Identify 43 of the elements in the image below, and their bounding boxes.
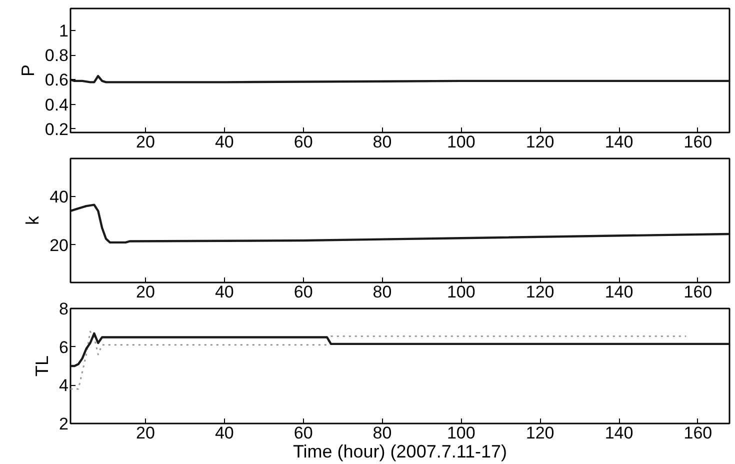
y-tick-label: 20 bbox=[50, 236, 69, 255]
x-tick-label: 80 bbox=[372, 424, 392, 442]
line-series bbox=[70, 74, 730, 84]
x-tick-label: 120 bbox=[526, 424, 554, 442]
y-tick-label: 1 bbox=[59, 22, 69, 41]
y-tick-label: 0.8 bbox=[44, 46, 69, 66]
x-tick-label: 160 bbox=[684, 424, 712, 442]
x-tick-label: 20 bbox=[136, 424, 155, 442]
y-tick-label: 0.6 bbox=[44, 70, 69, 90]
y-axis-title: TL bbox=[32, 355, 52, 377]
y-tick-label: 6 bbox=[59, 338, 69, 357]
y-axis-title: k bbox=[22, 215, 43, 225]
x-tick-label: 60 bbox=[294, 132, 313, 152]
x-tick-label: 80 bbox=[372, 282, 392, 302]
line-series bbox=[70, 332, 730, 368]
x-tick-label: 20 bbox=[136, 132, 155, 152]
x-tick-label: 100 bbox=[446, 282, 476, 302]
x-tick-label: 100 bbox=[446, 132, 476, 152]
x-tick-label: 160 bbox=[684, 282, 712, 302]
y-tick-label: 2 bbox=[59, 414, 69, 434]
x-tick-label: 40 bbox=[214, 132, 234, 152]
line-series bbox=[70, 204, 730, 244]
y-tick-label: 0.4 bbox=[44, 95, 69, 114]
x-tick-label: 160 bbox=[684, 132, 712, 152]
x-tick-label: 120 bbox=[526, 132, 554, 152]
x-tick-label: 40 bbox=[214, 282, 234, 302]
x-tick-label: 40 bbox=[214, 424, 234, 442]
y-tick-label: 8 bbox=[59, 300, 69, 318]
y-tick-label: 4 bbox=[59, 376, 69, 396]
x-tick-label: 60 bbox=[294, 282, 313, 302]
x-tick-label: 20 bbox=[136, 282, 155, 302]
x-tick-label: 140 bbox=[604, 282, 634, 302]
line-series bbox=[70, 330, 687, 390]
x-tick-label: 100 bbox=[446, 424, 476, 442]
x-tick-label: 120 bbox=[526, 282, 554, 302]
y-tick-label: 40 bbox=[50, 187, 69, 206]
x-tick-label: 60 bbox=[294, 424, 313, 442]
y-tick-label: 0.2 bbox=[44, 120, 69, 139]
x-tick-label: 140 bbox=[604, 424, 634, 442]
x-tick-label: 140 bbox=[604, 132, 634, 152]
y-axis-title: P bbox=[18, 64, 38, 77]
x-tick-label: 80 bbox=[372, 132, 392, 152]
x-axis-title: Time (hour) (2007.7.11-17) bbox=[292, 442, 508, 462]
